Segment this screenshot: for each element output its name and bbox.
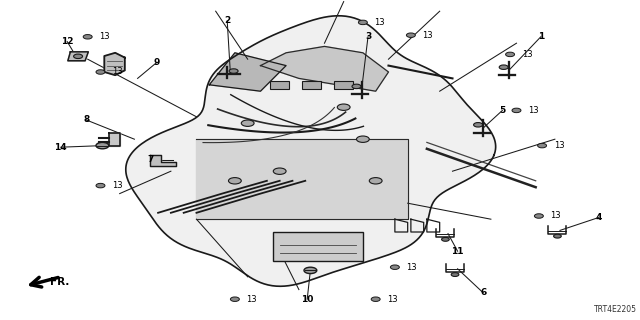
Circle shape xyxy=(451,273,459,276)
Text: 13: 13 xyxy=(99,32,110,41)
Text: 5: 5 xyxy=(499,106,506,115)
Circle shape xyxy=(229,69,238,73)
Text: 13: 13 xyxy=(246,295,257,304)
Circle shape xyxy=(96,70,105,74)
Circle shape xyxy=(96,142,109,149)
Polygon shape xyxy=(104,53,125,75)
Text: 8: 8 xyxy=(83,116,90,124)
Circle shape xyxy=(230,297,239,301)
Polygon shape xyxy=(109,133,120,146)
Text: 1: 1 xyxy=(538,32,544,41)
Circle shape xyxy=(228,178,241,184)
Text: 3: 3 xyxy=(365,32,371,41)
Circle shape xyxy=(337,104,350,110)
Circle shape xyxy=(74,54,83,59)
Circle shape xyxy=(369,178,382,184)
Text: FR.: FR. xyxy=(50,276,69,287)
Circle shape xyxy=(352,84,361,89)
Text: 13: 13 xyxy=(422,31,433,40)
Circle shape xyxy=(406,33,415,37)
Bar xyxy=(302,81,321,89)
Text: 7: 7 xyxy=(147,156,154,164)
Text: 13: 13 xyxy=(554,141,564,150)
Circle shape xyxy=(538,143,547,148)
Circle shape xyxy=(304,267,317,274)
Bar xyxy=(270,81,289,89)
Polygon shape xyxy=(260,46,388,91)
Circle shape xyxy=(356,136,369,142)
Polygon shape xyxy=(126,16,495,286)
Text: 13: 13 xyxy=(550,212,561,220)
Text: 2: 2 xyxy=(224,16,230,25)
Circle shape xyxy=(499,65,508,69)
Circle shape xyxy=(512,108,521,113)
Text: 14: 14 xyxy=(54,143,67,152)
Circle shape xyxy=(358,20,367,25)
Text: 11: 11 xyxy=(451,247,464,256)
Text: 10: 10 xyxy=(301,295,314,304)
Circle shape xyxy=(273,168,286,174)
Text: TRT4E2205: TRT4E2205 xyxy=(594,305,637,314)
Text: 4: 4 xyxy=(595,213,602,222)
Polygon shape xyxy=(150,155,176,166)
Polygon shape xyxy=(209,53,286,91)
Text: 9: 9 xyxy=(154,58,160,67)
Circle shape xyxy=(534,214,543,218)
Text: 13: 13 xyxy=(528,106,539,115)
Polygon shape xyxy=(196,139,408,219)
Text: 13: 13 xyxy=(112,181,123,190)
Circle shape xyxy=(506,52,515,57)
Text: 13: 13 xyxy=(406,263,417,272)
Text: 12: 12 xyxy=(61,37,74,46)
Text: 13: 13 xyxy=(387,295,398,304)
Circle shape xyxy=(241,120,254,126)
Circle shape xyxy=(96,183,105,188)
Circle shape xyxy=(474,123,483,127)
Text: 6: 6 xyxy=(480,288,486,297)
Circle shape xyxy=(442,237,449,241)
Circle shape xyxy=(390,265,399,269)
Circle shape xyxy=(83,35,92,39)
Circle shape xyxy=(371,297,380,301)
Text: 13: 13 xyxy=(522,50,532,59)
Bar xyxy=(334,81,353,89)
Text: 13: 13 xyxy=(374,18,385,27)
Polygon shape xyxy=(68,52,88,61)
Circle shape xyxy=(554,234,561,238)
Text: 13: 13 xyxy=(112,68,123,76)
Bar xyxy=(273,232,363,261)
